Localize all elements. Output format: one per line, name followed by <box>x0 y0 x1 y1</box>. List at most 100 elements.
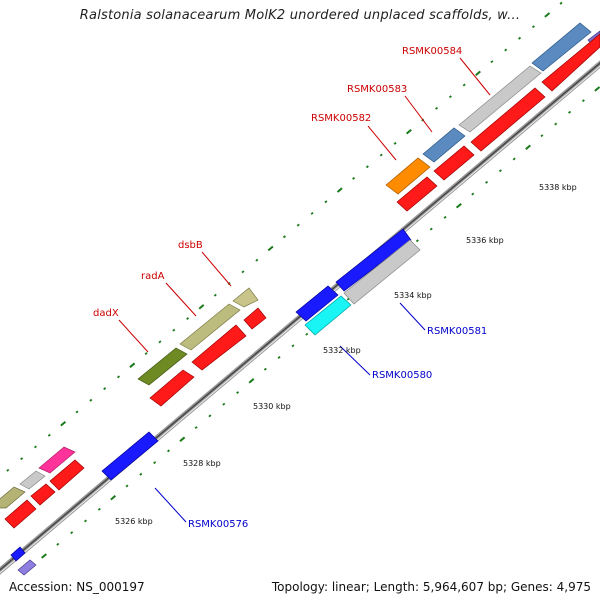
gene-arrow-pink[interactable] <box>38 446 76 474</box>
reverse-tick <box>455 203 462 209</box>
forward-tick <box>172 328 176 332</box>
reverse-tick <box>194 426 198 429</box>
forward-tick <box>129 362 136 368</box>
gene-arrow-rsmk00576[interactable] <box>101 431 159 481</box>
gene-arrow-reverse-left-purple[interactable] <box>17 559 37 576</box>
reverse-tick <box>443 215 447 219</box>
gene-arrow-rada[interactable] <box>179 303 241 351</box>
gene-arrow-grey[interactable] <box>19 470 46 490</box>
reverse-tick <box>167 449 170 453</box>
reverse-genes <box>10 228 421 576</box>
forward-tick <box>324 200 328 204</box>
reverse-tick <box>179 436 186 442</box>
gene-arrow-rsmk00581-blue[interactable] <box>335 228 412 292</box>
forward-tick <box>296 223 300 227</box>
gene-label-dadx[interactable]: dadX <box>93 308 119 319</box>
forward-tick <box>310 212 314 215</box>
gene-arrow-rsmk00582[interactable] <box>385 157 431 195</box>
gene-arrow-red[interactable] <box>243 307 267 330</box>
reverse-tick <box>471 192 475 196</box>
topology-text: Topology: linear; Length: 5,964,607 bp; … <box>271 580 591 594</box>
reverse-tick <box>153 461 157 465</box>
gene-arrow-rsmk00581[interactable] <box>343 239 421 305</box>
forward-tick <box>544 12 551 18</box>
forward-tick <box>518 36 522 40</box>
forward-tick <box>379 153 383 157</box>
gene-label-rsmk00576[interactable]: RSMK00576 <box>188 519 248 530</box>
reverse-tick <box>429 227 433 231</box>
reverse-tick <box>110 494 117 501</box>
reverse-tick <box>525 144 531 151</box>
forward-tick <box>435 106 439 110</box>
reverse-tick <box>97 507 101 511</box>
gene-arrow-red[interactable] <box>433 145 475 181</box>
forward-tick <box>213 293 217 297</box>
gene-arrow-red[interactable] <box>470 87 546 152</box>
gene-label-rsmk00584[interactable]: RSMK00584 <box>402 46 462 57</box>
position-labels: 5326 kbp 5328 kbp 5330 kbp 5332 kbp 5334… <box>115 183 577 526</box>
gene-arrow-rsmk00584[interactable] <box>458 65 542 133</box>
forward-tick <box>158 340 162 344</box>
forward-tick <box>365 165 369 169</box>
gene-arrow-red[interactable] <box>30 483 56 506</box>
gene-label-rsmk00583[interactable]: RSMK00583 <box>347 84 407 95</box>
reverse-tick <box>70 531 74 535</box>
forward-tick <box>448 95 452 99</box>
gene-label-rsmk00582[interactable]: RSMK00582 <box>311 113 371 124</box>
forward-tick <box>75 410 79 414</box>
gene-label-rsmk00580[interactable]: RSMK00580 <box>372 370 432 381</box>
gene-arrow-blue[interactable] <box>295 285 339 322</box>
reverse-tick <box>125 484 129 488</box>
gene-arrow-red[interactable] <box>149 369 195 407</box>
reverse-tick <box>554 122 558 126</box>
gene-arrow-dadx[interactable] <box>137 347 188 386</box>
forward-tick-track <box>6 1 563 472</box>
reverse-gene-labels: RSMK00576 RSMK00580 RSMK00581 <box>188 326 487 530</box>
gene-arrow-red[interactable] <box>396 176 438 212</box>
reverse-tick <box>208 414 212 418</box>
gene-arrow-reverse-left[interactable] <box>10 546 26 562</box>
reverse-tick <box>498 169 502 173</box>
forward-gene-labels: dadX radA dsbB RSMK00582 RSMK00583 RSMK0… <box>93 46 462 319</box>
gene-arrow-blue-steel[interactable] <box>531 22 592 72</box>
gene-arrow-red[interactable] <box>541 33 600 92</box>
tick-label-5326: 5326 kbp <box>115 517 153 526</box>
forward-tick <box>144 352 148 355</box>
forward-tick <box>186 317 190 320</box>
gene-arrow-red[interactable] <box>4 499 37 529</box>
gene-arrow-rsmk00583[interactable] <box>422 127 466 163</box>
forward-inner-genes <box>4 33 600 529</box>
gene-arrow-red[interactable] <box>49 459 85 491</box>
accession-text: Accession: NS_000197 <box>9 580 145 594</box>
reverse-tick <box>512 157 516 161</box>
gene-label-rada[interactable]: radA <box>141 271 165 282</box>
gene-label-dsbb[interactable]: dsbB <box>178 240 203 251</box>
reverse-tick <box>248 378 255 384</box>
tick-label-5328: 5328 kbp <box>183 459 221 468</box>
gene-arrow-dsbb[interactable] <box>232 287 259 308</box>
reverse-tick <box>263 367 267 371</box>
forward-tick <box>34 445 37 449</box>
tick-label-5330: 5330 kbp <box>253 402 291 411</box>
gene-label-rsmk00581[interactable]: RSMK00581 <box>427 326 487 337</box>
gene-arrow-khaki[interactable] <box>0 486 26 509</box>
forward-tick <box>89 398 93 402</box>
map-title: Ralstonia solanacearum MolK2 unordered u… <box>79 8 521 23</box>
tick-label-5332: 5332 kbp <box>323 346 361 355</box>
forward-tick <box>559 1 563 5</box>
forward-tick <box>20 457 24 461</box>
forward-tick <box>336 187 343 193</box>
gene-arrow-rsmk00580[interactable] <box>304 295 352 336</box>
forward-tick <box>490 60 494 64</box>
gene-arrow-red[interactable] <box>191 324 247 371</box>
tick-label-5334: 5334 kbp <box>394 291 432 300</box>
forward-tick <box>47 433 51 437</box>
forward-tick <box>504 48 508 52</box>
reverse-tick <box>581 99 585 103</box>
forward-outer-genes <box>0 22 600 509</box>
reverse-tick <box>415 239 419 243</box>
forward-tick <box>267 245 274 252</box>
forward-tick <box>255 258 259 262</box>
forward-tick <box>117 375 120 379</box>
